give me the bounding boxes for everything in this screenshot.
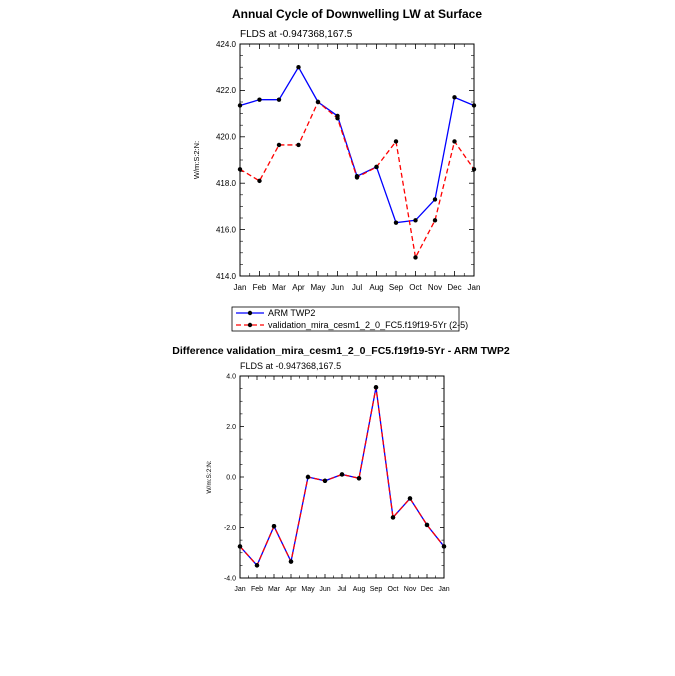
legend-label-model: validation_mira_cesm1_2_0_FC5.f19f19-5Yr… [268,320,468,330]
chart1-series-2-point [393,139,399,144]
legend-box [231,306,460,332]
chart2-xtick-label: Jan [438,586,449,593]
chart1-title: Annual Cycle of Downwelling LW at Surfac… [232,7,482,21]
chart1-series-2-point [257,178,262,184]
chart1-xtick-label: Mar [272,283,286,292]
chart2-xtick-label: Oct [388,586,399,593]
chart2-xtick-label: Feb [251,586,263,593]
chart1-series-2-point [315,99,321,105]
chart2-series-2-point [356,476,362,481]
chart2-title: Difference validation_mira_cesm1_2_0_FC5… [172,345,510,357]
chart1-series-2-point [432,218,438,223]
chart2-series-2-point [339,472,345,477]
chart1-ytick-label: 418.0 [216,179,237,188]
chart2-ylabel: W/m:S:2:N: [206,460,213,493]
chart1-xtick-label: Aug [369,283,383,292]
chart1-xtick-label: Jun [331,283,344,292]
legend-marker-model [247,322,253,328]
chart1-xtick-label: May [310,283,325,292]
chart1-ytick-label: 420.0 [216,133,237,142]
chart1-series-1-point [413,218,418,223]
chart1-ylabel: W/m:S:2:N: [192,141,201,179]
chart2-xtick-label: Jan [234,586,245,593]
chart2-series-2-point [390,515,396,520]
chart1-xtick-label: Oct [409,283,422,292]
chart1-xtick-label: Feb [253,283,267,292]
chart1-series-1-point [471,103,477,108]
chart1-subtitle: FLDS at -0.947368,167.5 [240,29,353,40]
chart2-series-2-point [373,385,379,390]
chart2-series-2-point [305,474,311,480]
chart1-legend: ARM TWP2 validation_mira_cesm1_2_0_FC5.f… [231,306,468,332]
chart1-xtick-label: Apr [292,283,305,292]
chart2-xtick-label: Aug [353,586,366,593]
chart2-series-2-point [254,563,260,568]
chart2-xtick-label: May [301,586,315,593]
chart2-subtitle: FLDS at -0.947368,167.5 [240,361,341,371]
chart1-series-1-point [276,97,282,102]
chart2-ytick-label: -2.0 [224,525,236,532]
chart1-xtick-label: Dec [447,283,461,292]
chart1-xtick-label: Sep [389,283,404,292]
chart1-series-2-point [413,255,418,260]
chart2-ytick-label: 4.0 [226,373,236,380]
chart2-ytick-label: 0.0 [226,474,236,481]
legend-label-arm: ARM TWP2 [268,308,315,318]
chart2-xtick-label: Nov [404,586,417,593]
chart1-series-1-line [239,65,475,224]
chart2-xtick-label: Mar [268,586,281,593]
chart2-series-2-point [424,522,430,528]
chart2-xtick-label: Dec [421,586,434,593]
chart1-ytick-label: 414.0 [216,272,237,281]
chart2-series-2-point [237,544,243,549]
chart2-xtick-label: Jun [319,586,330,593]
chart1-series-2-point [374,164,379,170]
chart2-xtick-label: Jul [338,586,347,593]
chart2-ytick-label: -4.0 [224,575,236,582]
chart1-series-2-point [237,167,243,172]
chart1-series-1-point [432,197,438,202]
chart2-plot: Jan Feb Mar Apr May Jun Jul Aug Sep Oct Nov Dec Jan -… [224,373,450,593]
legend-marker-arm [247,310,253,316]
chart1-series-2-point [471,167,477,172]
chart1-xtick-label: Jan [234,283,247,292]
chart1-series-1-point [296,65,301,70]
chart1-series-1-point [452,95,457,100]
chart1-series-2-point [354,175,360,180]
chart2-series-2-point [271,524,277,529]
chart1-ytick-label: 416.0 [216,225,237,234]
chart1-frame [239,43,475,277]
chart1-xtick-label: Nov [428,283,442,292]
chart2-xtick-label: Sep [370,586,383,593]
chart2-series-2-point [288,559,294,564]
chart1-ytick-label: 422.0 [216,86,237,95]
chart1-series-1-point [237,103,243,108]
chart2-series-2-point [322,478,328,483]
chart2-series-2-point [407,496,413,501]
chart1-series-1-point [257,97,262,102]
chart2-series-2-point [441,544,447,549]
chart1-series-1-point [393,220,399,225]
chart1-series-2-point [276,142,282,148]
chart1-xtick-label: Jan [468,283,481,292]
chart1-series-2-point [452,139,457,144]
chart2-xtick-label: Apr [286,586,298,593]
chart1-series-2-point [296,142,301,148]
chart1-ytick-label: 424.0 [216,40,237,49]
chart1-xtick-label: Jul [352,283,362,292]
chart2-ytick-label: 2.0 [226,424,236,431]
chart1-plot: Jan Feb Mar Apr May Jun Jul Aug Sep Oct Nov Dec Jan 4… [216,40,480,292]
chart2-frame [239,375,445,579]
chart1-series-2-point [335,116,340,121]
